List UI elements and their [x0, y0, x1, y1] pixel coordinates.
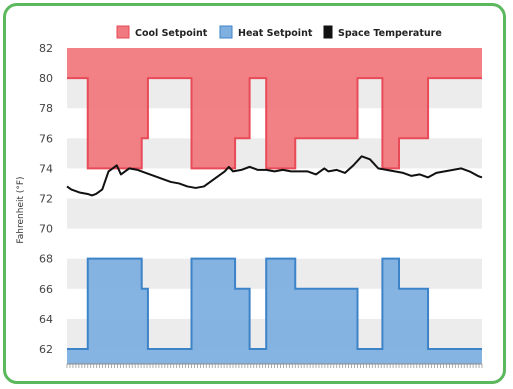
legend-swatch-2 [323, 25, 333, 39]
legend-swatch-1 [219, 25, 233, 39]
y-tick-label: 62 [39, 343, 53, 356]
series-line-0 [67, 77, 482, 170]
y-tick-label: 82 [39, 42, 53, 55]
grid-band [67, 168, 482, 199]
y-tick-label: 72 [39, 192, 53, 205]
y-tick-labels: 62 64 66 68 70 72 74 76 78 80 82 [39, 42, 53, 356]
grid-band [67, 198, 482, 229]
y-tick-label: 80 [39, 72, 53, 85]
legend-label-1: Heat Setpoint [238, 28, 313, 39]
legend-swatch-0 [116, 25, 130, 39]
x-axis [66, 363, 483, 368]
series-area-1 [67, 258, 482, 364]
legend-label-0: Cool Setpoint [135, 28, 208, 39]
y-tick-label: 78 [39, 102, 53, 115]
legend: Cool Setpoint Heat Setpoint Space Temperat… [116, 25, 442, 39]
y-tick-label: 76 [39, 132, 53, 145]
series-lines [66, 77, 483, 350]
series-line-1 [67, 257, 482, 350]
y-tick-label: 74 [39, 162, 53, 175]
y-tick-label: 70 [39, 223, 53, 236]
legend-label-2: Space Temperature [338, 28, 442, 39]
y-axis-label: Fahrenheit (°F) [16, 176, 26, 243]
grid-band [67, 228, 482, 259]
series-line-2 [66, 155, 483, 197]
y-tick-label: 64 [39, 313, 53, 326]
y-tick-label: 68 [39, 253, 53, 266]
y-tick-label: 66 [39, 283, 53, 296]
